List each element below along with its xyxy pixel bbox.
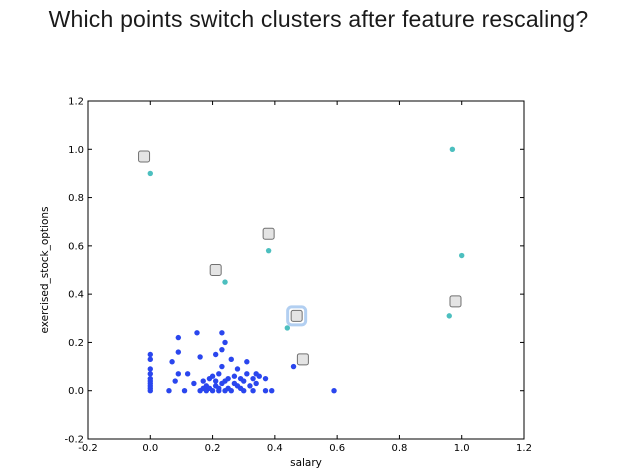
switch-marker — [138, 150, 151, 163]
cluster-a-point — [241, 388, 247, 394]
cluster-a-point — [175, 349, 182, 355]
switch-marker — [290, 309, 303, 322]
cluster-a-point — [147, 388, 153, 394]
y-tick-label: 0.0 — [68, 386, 84, 397]
switch-marker — [262, 227, 275, 240]
cluster-a-point — [216, 371, 222, 377]
cluster-a-point — [169, 359, 175, 365]
cluster-a-point — [290, 363, 297, 370]
cluster-a-point — [212, 378, 219, 384]
cluster-a-point — [212, 351, 219, 358]
cluster-b-point — [446, 313, 452, 319]
cluster-a-point — [234, 366, 241, 372]
cluster-a-point — [219, 363, 225, 370]
cluster-b-point — [265, 247, 272, 254]
cluster-b-point — [222, 279, 228, 285]
switch-marker — [449, 295, 462, 308]
axis-ticks: -0.2 0.0 0.2 0.4 0.6 0.8 1.0 1.2 -0.2 0.0 0.2 0.4 0.… — [64, 97, 531, 455]
cluster-a-point — [209, 373, 216, 379]
cluster-a-point — [166, 388, 172, 394]
cluster-a-point — [147, 366, 153, 372]
y-axis-label: exercised_stock_options — [39, 206, 51, 333]
cluster-b-point — [147, 170, 153, 177]
cluster-a-point — [241, 378, 247, 384]
y-tick-label: 0.6 — [68, 241, 84, 252]
cluster-a-point — [256, 373, 262, 379]
cluster-a-point — [244, 371, 250, 377]
cluster-a-point — [228, 388, 234, 394]
y-tick-label: 0.4 — [68, 290, 84, 301]
x-tick-label: 0.4 — [267, 443, 283, 454]
cluster-a-point — [172, 378, 178, 384]
switch-marker — [296, 353, 309, 366]
switch-marker — [209, 264, 222, 276]
x-tick-label: 0.2 — [205, 443, 221, 454]
cluster-b-point — [284, 325, 291, 331]
plot-frame — [87, 100, 525, 440]
cluster-a-point — [197, 354, 203, 360]
y-tick-label: 1.0 — [68, 145, 84, 156]
y-tick-label: -0.2 — [64, 435, 84, 446]
cluster-a-point — [147, 351, 153, 358]
cluster-a-point — [262, 388, 269, 394]
cluster-a-point — [194, 330, 200, 336]
cluster-a-point — [262, 375, 269, 382]
cluster-a-point — [269, 388, 275, 394]
x-tick-label: 0.8 — [391, 443, 407, 454]
y-tick-label: 0.8 — [68, 193, 84, 204]
x-tick-label: 1.0 — [454, 443, 470, 454]
cluster-a-point — [147, 356, 153, 363]
cluster-a-point — [250, 388, 256, 394]
cluster-a-point — [191, 380, 197, 387]
cluster-a-point — [184, 371, 191, 377]
y-tick-label: 1.2 — [68, 97, 84, 108]
cluster-a-point — [219, 330, 225, 336]
cluster-b-point — [449, 146, 456, 152]
cluster-a-point — [250, 375, 256, 382]
cluster-a-point — [216, 388, 222, 394]
cluster-a-point — [200, 378, 206, 384]
cluster-a-point — [175, 334, 182, 341]
cluster-a-point — [331, 388, 337, 394]
cluster-a-point — [244, 359, 250, 365]
x-tick-label: -0.2 — [78, 443, 98, 454]
cluster-a-point — [231, 373, 238, 379]
cluster-a-point — [253, 380, 259, 387]
x-axis-label: salary — [290, 457, 322, 469]
data-points — [147, 146, 465, 394]
cluster-a-point — [228, 356, 234, 363]
marker-highlight — [286, 305, 308, 327]
cluster-a-point — [147, 371, 153, 377]
annotation-markers — [138, 150, 462, 366]
cluster-a-point — [222, 339, 228, 346]
x-tick-label: 0.6 — [329, 443, 345, 454]
cluster-a-point — [209, 388, 216, 394]
cluster-a-point — [175, 371, 182, 377]
cluster-a-point — [219, 346, 225, 353]
cluster-a-point — [247, 383, 253, 389]
cluster-a-point — [225, 375, 231, 382]
cluster-b-point — [459, 252, 465, 259]
cluster-a-point — [181, 388, 188, 394]
y-tick-label: 0.2 — [68, 338, 84, 349]
slide-question: Which points switch clusters after featu… — [48, 6, 589, 32]
x-tick-label: 1.2 — [516, 443, 532, 454]
x-tick-label: 0.0 — [142, 443, 158, 454]
